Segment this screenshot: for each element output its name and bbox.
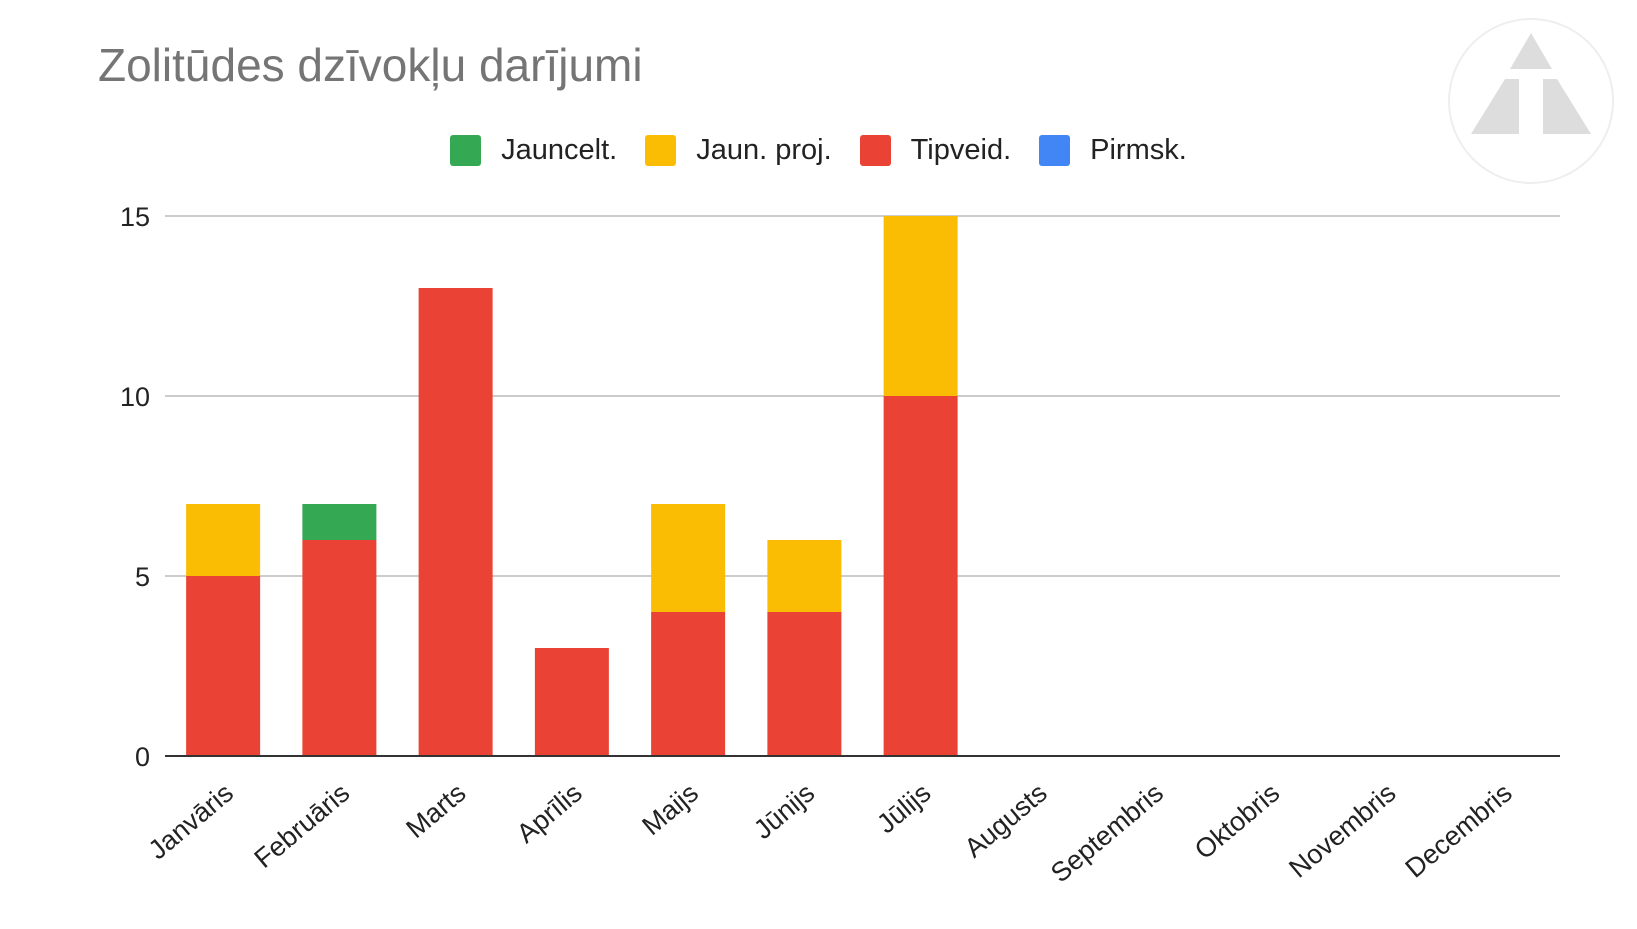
bar-jauncelt-februaris: [302, 504, 377, 540]
legend-label: Tipveid.: [910, 133, 1012, 166]
x-tick-label: Jūnijs: [748, 778, 820, 845]
bar-tipveid-maijs: [651, 612, 726, 756]
x-tick-label: Marts: [400, 778, 471, 844]
bar-tipveid-janvaris: [186, 576, 261, 756]
y-tick-label: 10: [120, 382, 150, 412]
x-tick-label: Janvāris: [143, 778, 239, 866]
x-tick-label: Jūlijs: [871, 778, 936, 840]
triangle-logo-icon: [1448, 18, 1614, 184]
x-tick-label: Oktobris: [1189, 778, 1285, 866]
bar-jaun-proj-maijs: [651, 504, 726, 612]
gridlines: [165, 215, 1560, 577]
legend-item-jaun-proj: Jaun. proj.: [645, 133, 832, 167]
y-tick-label: 0: [135, 742, 150, 772]
x-tick-label: Augusts: [959, 778, 1053, 864]
bar-tipveid-marts: [418, 288, 493, 756]
bar-tipveid-februaris: [302, 540, 377, 756]
legend: Jauncelt. Jaun. proj. Tipveid. Pirmsk.: [0, 130, 1637, 170]
legend-label: Pirmsk.: [1090, 133, 1187, 166]
y-tick-label: 15: [120, 202, 150, 232]
x-tick-label: Maijs: [636, 778, 704, 841]
y-tick-label: 5: [135, 562, 150, 592]
bar-tipveid-junijs: [767, 612, 842, 756]
x-tick-label: Septembris: [1045, 778, 1169, 889]
x-tick-label: Decembris: [1400, 778, 1518, 884]
x-tick-label: Novembris: [1283, 778, 1401, 884]
x-tick-label: Aprīlis: [511, 778, 588, 849]
bar-jaun-proj-janvaris: [186, 504, 261, 576]
legend-item-pirmsk: Pirmsk.: [1039, 134, 1187, 167]
legend-swatch: [1039, 134, 1071, 166]
legend-label: Jaun. proj.: [696, 133, 832, 166]
legend-item-jauncelt: Jauncelt.: [450, 134, 617, 167]
bar-tipveid-julijs: [883, 396, 958, 756]
legend-swatch: [645, 134, 677, 166]
legend-swatch: [450, 134, 482, 166]
bars: [186, 216, 958, 756]
legend-item-tipveid: Tipveid.: [859, 133, 1012, 167]
x-tick-label: Februāris: [249, 778, 356, 874]
bar-jaun-proj-junijs: [767, 540, 842, 612]
bar-jaun-proj-julijs: [883, 216, 958, 396]
legend-swatch: [859, 134, 891, 166]
legend-label: Jauncelt.: [501, 133, 618, 166]
bar-tipveid-aprilis: [534, 648, 609, 756]
chart-title: Zolitūdes dzīvokļu darījumi: [98, 39, 643, 91]
